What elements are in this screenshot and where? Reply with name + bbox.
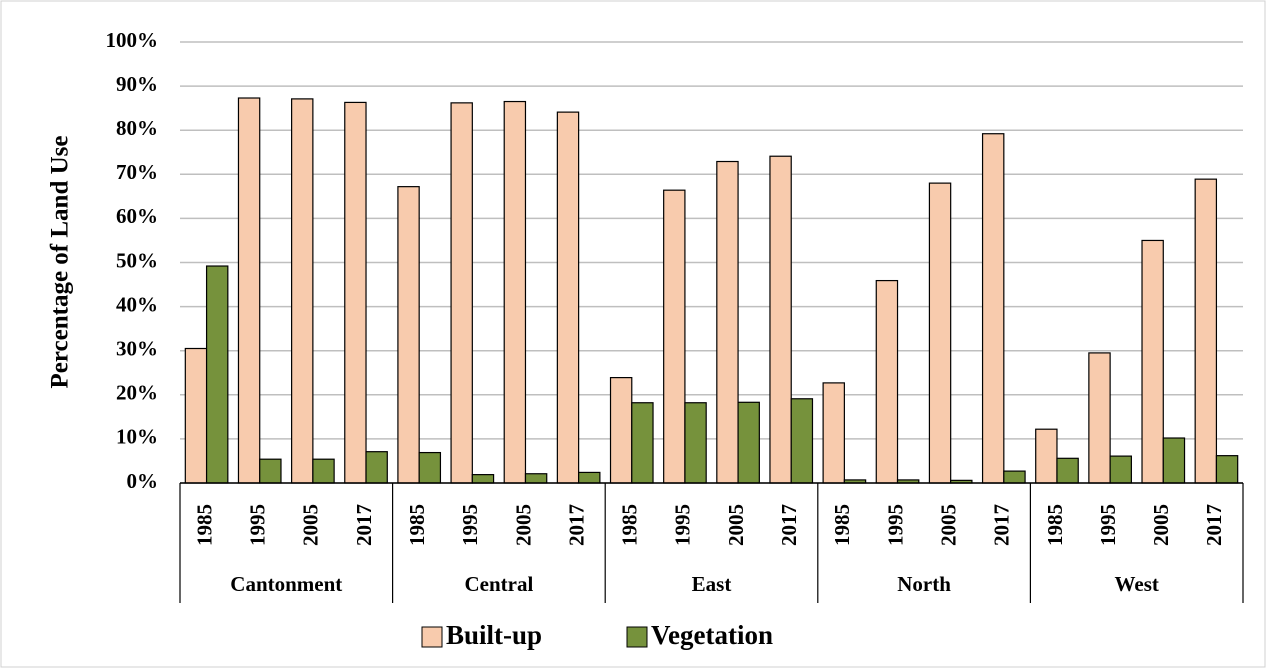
bar: [663, 189, 686, 484]
x-tick-label: 1995: [458, 504, 482, 546]
x-tick-label: 2005: [511, 504, 535, 546]
bar: [524, 473, 548, 484]
bar: [822, 382, 845, 484]
y-axis-title: Percentage of Land Use: [47, 136, 74, 389]
bar: [631, 402, 654, 484]
y-tick-label: 80%: [116, 116, 158, 140]
x-tick-label: 2005: [936, 504, 960, 546]
y-tick-label: 30%: [116, 337, 158, 361]
bar: [259, 458, 282, 484]
bar: [981, 133, 1005, 484]
bar: [397, 186, 420, 484]
bar: [609, 377, 633, 484]
x-tick-label: 1985: [405, 504, 429, 546]
y-tick-label: 0%: [127, 469, 159, 493]
bar: [237, 97, 261, 484]
bar: [503, 100, 527, 484]
x-tick-label: 1985: [830, 504, 854, 546]
group-label: West: [1115, 572, 1159, 596]
bar: [737, 401, 760, 484]
bar: [1109, 455, 1132, 484]
bar: [1194, 178, 1218, 484]
y-tick-label: 20%: [116, 381, 158, 405]
bar: [1056, 457, 1079, 484]
group-label: Cantonment: [230, 572, 342, 596]
bar: [344, 101, 367, 484]
group-label: North: [897, 572, 951, 596]
bar: [1003, 470, 1026, 484]
y-tick-label: 10%: [116, 425, 158, 449]
x-tick-label: 2005: [724, 504, 748, 546]
y-tick-label: 90%: [116, 72, 158, 96]
bar: [684, 402, 707, 484]
x-tick-label: 1985: [192, 504, 216, 546]
x-tick-label: 2005: [299, 504, 323, 546]
y-tick-label: 70%: [116, 160, 158, 184]
x-tick-label: 1995: [883, 504, 907, 546]
legend-label: Vegetation: [651, 620, 773, 650]
bar: [291, 98, 314, 484]
y-tick-label: 40%: [116, 292, 158, 316]
x-tick-label: 2017: [777, 504, 801, 546]
legend-swatch: [626, 626, 648, 648]
bar: [184, 347, 208, 484]
x-tick-label: 2017: [564, 504, 588, 546]
bar: [471, 474, 495, 484]
bar: [769, 155, 792, 484]
x-tick-label: 2017: [1202, 504, 1226, 546]
legend-swatch: [421, 626, 443, 648]
bar: [1035, 428, 1058, 484]
x-tick-label: 1985: [618, 504, 642, 546]
bar: [1215, 455, 1239, 484]
y-tick-label: 50%: [116, 248, 158, 272]
bar: [716, 160, 739, 484]
y-tick-label: 100%: [106, 28, 159, 52]
bar: [556, 111, 580, 484]
legend-label: Built-up: [446, 620, 542, 650]
x-tick-label: 2017: [352, 504, 376, 546]
bar: [790, 398, 814, 484]
bar: [1162, 437, 1186, 484]
bar: [450, 102, 473, 484]
bar: [875, 279, 899, 484]
x-tick-label: 1995: [246, 504, 270, 546]
x-tick-label: 2017: [990, 504, 1014, 546]
bar: [578, 471, 601, 484]
y-tick-label: 60%: [116, 204, 158, 228]
bar: [418, 451, 442, 484]
bar: [312, 458, 335, 484]
bar: [365, 451, 388, 484]
x-tick-label: 1995: [1096, 504, 1120, 546]
x-tick-label: 1985: [1043, 504, 1067, 546]
bar: [205, 265, 229, 484]
bar: [928, 182, 952, 484]
bar: [1088, 352, 1111, 484]
group-label: Central: [464, 572, 533, 596]
bar: [1141, 239, 1164, 484]
x-tick-label: 1995: [671, 504, 695, 546]
x-tick-label: 2005: [1149, 504, 1173, 546]
group-label: East: [692, 572, 732, 596]
